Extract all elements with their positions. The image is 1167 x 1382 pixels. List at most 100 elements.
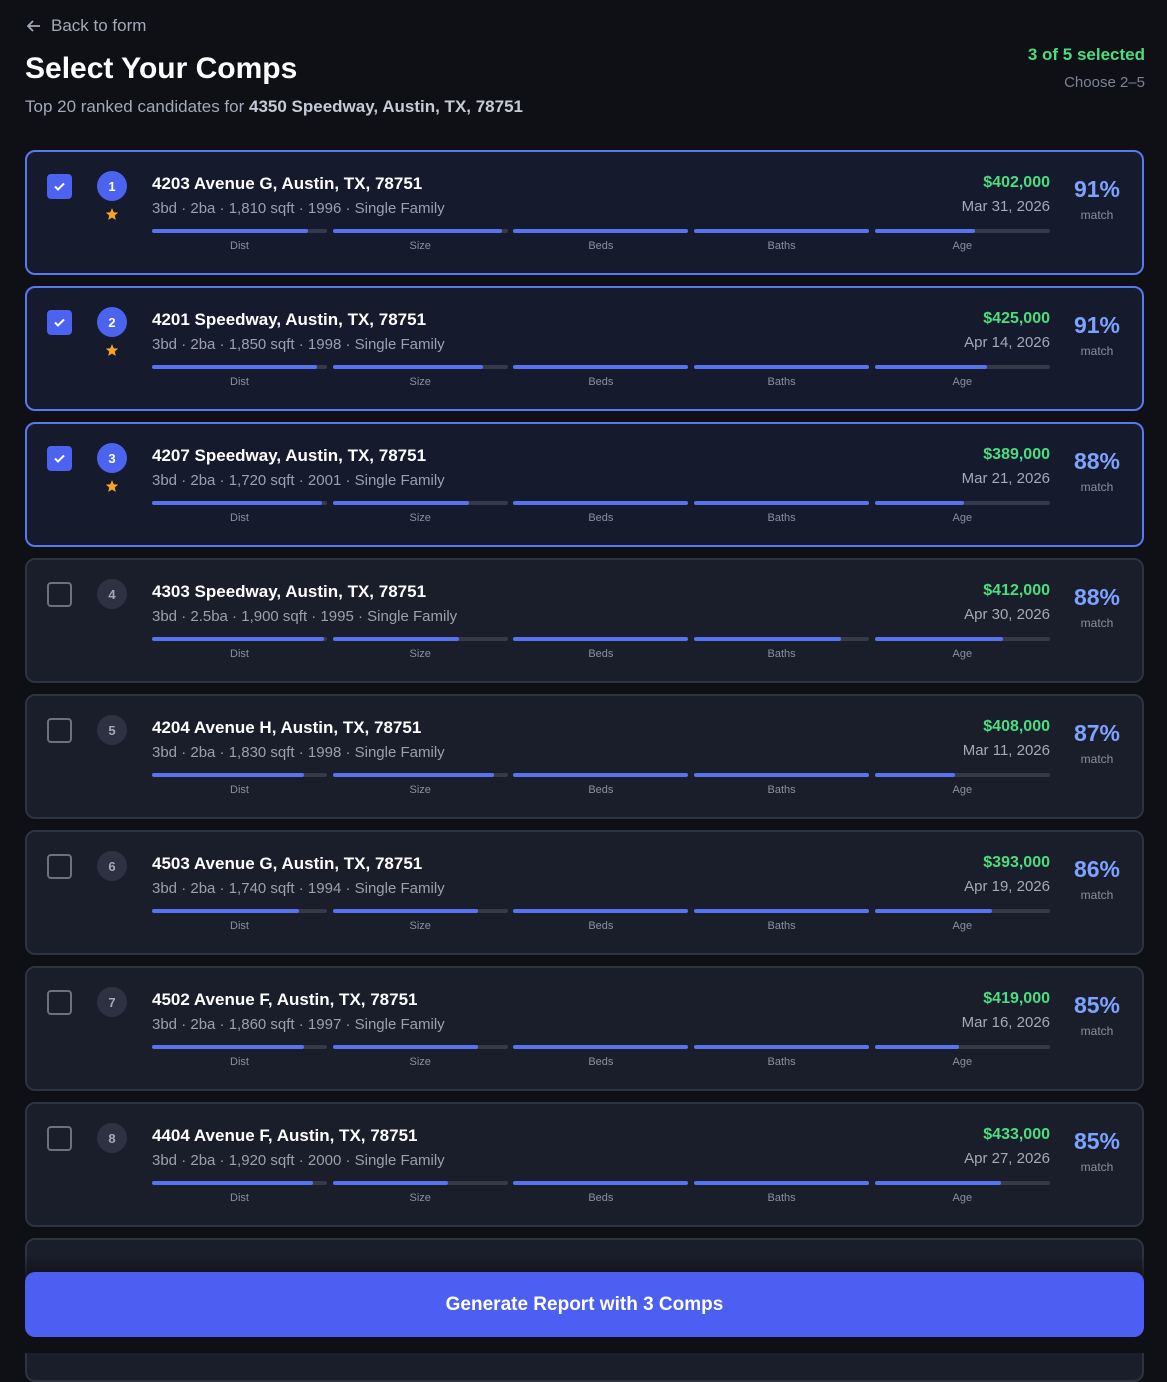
score-track	[332, 1181, 508, 1185]
score-label: Age	[952, 1192, 973, 1204]
score-bar	[513, 229, 689, 233]
checkbox[interactable]	[47, 1126, 72, 1151]
selection-hint: Choose 2–5	[1064, 74, 1145, 91]
price: $393,000	[983, 854, 1050, 871]
score-label: Dist	[230, 1056, 249, 1068]
address: 4204 Avenue H, Austin, TX, 78751	[152, 718, 422, 737]
score-bar	[332, 637, 459, 641]
checkbox[interactable]	[47, 174, 72, 199]
subtitle: Top 20 ranked candidates for 4350 Speedw…	[25, 97, 523, 117]
star-icon	[105, 343, 119, 362]
comp-card[interactable]: 2 4201 Speedway, Austin, TX, 78751 3bd · 2…	[25, 286, 1144, 411]
score-label: Beds	[588, 376, 614, 388]
price: $425,000	[983, 310, 1050, 327]
score-track	[152, 909, 327, 913]
comp-card[interactable]: 6 4503 Avenue G, Austin, TX, 78751 3bd · 2…	[25, 830, 1144, 955]
score-track	[332, 1045, 508, 1049]
details: 3bd · 2ba · 1,810 sqft · 1996 · Single F…	[152, 200, 445, 217]
checkbox[interactable]	[47, 310, 72, 335]
match-label: match	[1080, 1024, 1114, 1038]
score-bar	[152, 637, 324, 641]
score-track	[332, 501, 508, 505]
score-label: Beds	[588, 1192, 614, 1204]
score-bar	[513, 501, 689, 505]
score-track	[152, 365, 327, 369]
comp-card[interactable]: 1 4203 Avenue G, Austin, TX, 78751 3bd · 2…	[25, 150, 1144, 275]
score-track	[332, 637, 508, 641]
score-track	[694, 365, 870, 369]
score-label: Age	[952, 648, 973, 660]
score-label: Beds	[588, 240, 614, 252]
score-label: Baths	[767, 1056, 796, 1068]
score-track	[332, 229, 508, 233]
score-label: Baths	[767, 512, 796, 524]
score-track	[694, 773, 870, 777]
score-label: Dist	[230, 512, 249, 524]
score-track	[152, 637, 327, 641]
score-label: Baths	[767, 376, 796, 388]
score-track	[332, 909, 508, 913]
details: 3bd · 2ba · 1,720 sqft · 2001 · Single F…	[152, 472, 445, 489]
score-label: Age	[952, 920, 973, 932]
score-label: Beds	[588, 648, 614, 660]
score-bar	[694, 1181, 870, 1185]
match-score: 87%	[1073, 720, 1121, 746]
score-track	[874, 909, 1050, 913]
subject-address: 4350 Speedway, Austin, TX, 78751	[248, 97, 524, 116]
score-track	[513, 365, 689, 369]
score-track	[694, 637, 870, 641]
score-bar	[694, 501, 870, 505]
score-label: Beds	[588, 784, 614, 796]
score-bar	[874, 909, 993, 913]
generate-button[interactable]: Generate Report with 3 Comps	[25, 1272, 1144, 1337]
score-label: Baths	[767, 240, 796, 252]
score-label: Baths	[767, 784, 796, 796]
score-bar	[152, 229, 308, 233]
comp-card[interactable]: 3 4207 Speedway, Austin, TX, 78751 3bd · 2…	[25, 422, 1144, 547]
score-track	[694, 501, 870, 505]
address: 4203 Avenue G, Austin, TX, 78751	[152, 174, 423, 193]
score-track	[332, 365, 508, 369]
score-bar	[332, 1181, 449, 1185]
score-label: Age	[952, 784, 973, 796]
match-label: match	[1080, 616, 1114, 630]
score-label: Beds	[588, 920, 614, 932]
score-track	[874, 1045, 1050, 1049]
score-label: Dist	[230, 376, 249, 388]
checkbox[interactable]	[47, 446, 72, 471]
score-label: Size	[409, 240, 431, 252]
score-bar	[152, 1181, 313, 1185]
comp-card[interactable]: 8 4404 Avenue F, Austin, TX, 78751 3bd · 2…	[25, 1102, 1144, 1227]
checkbox[interactable]	[47, 582, 72, 607]
price: $408,000	[983, 718, 1050, 735]
score-bar	[694, 229, 870, 233]
selection-count: 3 of 5 selected	[1027, 45, 1145, 64]
score-bar	[513, 909, 689, 913]
score-bar	[874, 1045, 959, 1049]
address: 4201 Speedway, Austin, TX, 78751	[152, 310, 427, 329]
comp-card[interactable]: 4 4303 Speedway, Austin, TX, 78751 3bd · 2…	[25, 558, 1144, 683]
score-label: Size	[409, 1056, 431, 1068]
sale-date: Apr 27, 2026	[964, 1150, 1050, 1167]
checkbox[interactable]	[47, 854, 72, 879]
back-arrow	[26, 20, 40, 32]
checkbox[interactable]	[47, 718, 72, 743]
back-text: Back to form	[51, 16, 147, 35]
score-bar	[332, 909, 478, 913]
comp-card[interactable]: 5 4204 Avenue H, Austin, TX, 78751 3bd · 2…	[25, 694, 1144, 819]
score-track	[874, 365, 1050, 369]
score-bar	[513, 1181, 689, 1185]
rank-badge: 5	[97, 715, 127, 745]
score-track	[513, 229, 689, 233]
details: 3bd · 2ba · 1,850 sqft · 1998 · Single F…	[152, 336, 445, 353]
comp-card[interactable]: 7 4502 Avenue F, Austin, TX, 78751 3bd · 2…	[25, 966, 1144, 1091]
score-label: Age	[952, 1056, 973, 1068]
sale-date: Mar 16, 2026	[961, 1014, 1050, 1031]
score-bar	[694, 637, 842, 641]
checkbox[interactable]	[47, 990, 72, 1015]
match-score: 85%	[1073, 992, 1121, 1018]
back-link[interactable]: Back to form	[25, 16, 146, 36]
score-bar	[513, 637, 689, 641]
page: Back to form Select Your Comps Top 20 ra…	[0, 16, 1167, 1382]
details: 3bd · 2ba · 1,830 sqft · 1998 · Single F…	[152, 744, 445, 761]
